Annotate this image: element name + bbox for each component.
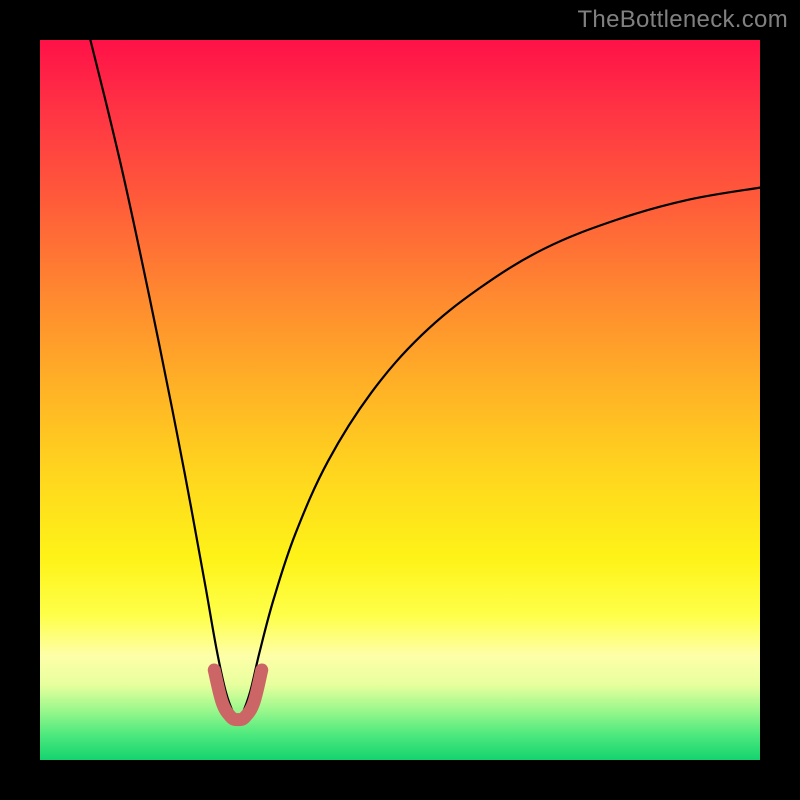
bottleneck-curve-chart [0, 0, 800, 800]
watermark-text: TheBottleneck.com [577, 6, 788, 34]
chart-container: TheBottleneck.com [0, 0, 800, 800]
plot-gradient-background [40, 40, 760, 760]
